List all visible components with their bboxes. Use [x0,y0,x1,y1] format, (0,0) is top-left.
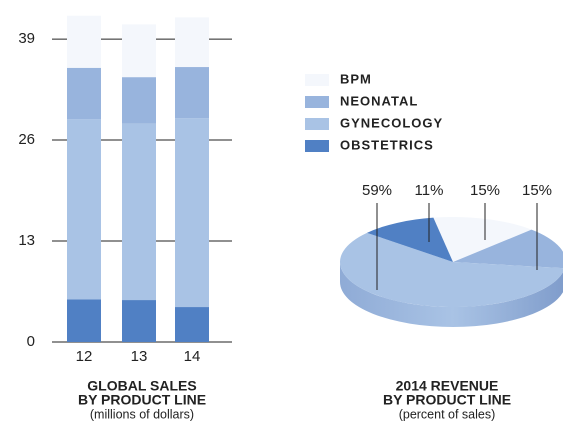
bar-segment [122,123,156,301]
chart-title: 2014 REVENUE [396,378,499,394]
bar-segment [122,77,156,124]
legend-swatch [305,74,329,86]
legend-label: GYNECOLOGY [340,115,443,130]
pie-slice [433,217,532,262]
chart-subtitle: (millions of dollars) [90,407,194,421]
legend-label: BPM [340,71,372,86]
legend-label: NEONATAL [340,93,418,108]
y-tick-label: 39 [18,30,35,47]
legend-swatch [305,118,329,130]
value-label: 15% [522,182,552,199]
x-tick-label: 12 [76,348,93,365]
bar-segment [67,15,101,68]
value-label: 15% [470,182,500,199]
legend-swatch [305,140,329,152]
chart-title: GLOBAL SALES [87,378,196,394]
bar-segment [122,300,156,342]
bar-segment [67,67,101,120]
legend-label: OBSTETRICS [340,137,434,152]
chart-title: BY PRODUCT LINE [383,392,511,408]
y-tick-label: 0 [27,333,35,350]
pie-slice [366,217,453,262]
chart-subtitle: (percent of sales) [399,407,496,421]
chart-title: BY PRODUCT LINE [78,392,206,408]
x-tick-label: 14 [184,348,201,365]
legend-swatch [305,96,329,108]
bar-segment [67,299,101,342]
y-tick-label: 26 [18,131,35,148]
pie-slice [453,229,563,269]
pie-slice [340,232,563,307]
y-tick-label: 13 [18,232,35,249]
bar-segment [175,307,209,342]
x-tick-label: 13 [131,348,148,365]
pie-side [340,262,563,327]
bar-segment [122,24,156,78]
bar-segment [175,67,209,119]
bar-segment [67,119,101,300]
value-label: 59% [362,182,392,199]
bar-segment [175,17,209,68]
value-label: 11% [415,182,444,199]
bar-segment [175,118,209,308]
